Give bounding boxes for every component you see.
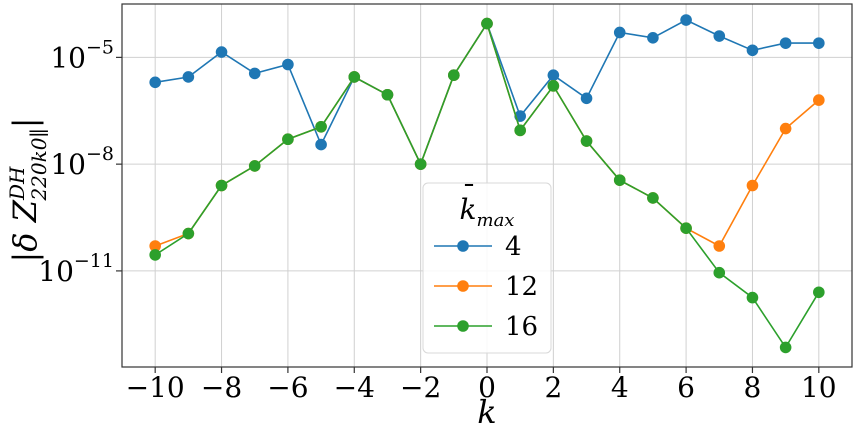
data-point-16 (481, 17, 493, 30)
x-tick-label: 0 (478, 371, 496, 404)
data-point-16 (680, 222, 692, 235)
data-point-4 (248, 67, 261, 80)
data-point-4 (680, 14, 692, 26)
legend-marker (457, 280, 469, 292)
data-point-4 (215, 46, 228, 58)
y-tick-label: 10−8 (50, 143, 114, 181)
legend-title-base: k (460, 193, 477, 226)
legend: kmax ¯ 4 12 16 (422, 179, 552, 354)
x-tick-label: 10 (801, 371, 837, 404)
x-tick-label: 6 (677, 371, 695, 404)
data-point-16 (514, 124, 526, 137)
data-point-12 (779, 122, 792, 135)
y-axis-label-sup: DH (5, 166, 29, 201)
data-point-4 (813, 37, 825, 49)
data-point-4 (315, 138, 327, 151)
data-point-4 (613, 26, 626, 39)
legend-label: 16 (505, 312, 538, 342)
x-tick-label: −4 (334, 371, 375, 404)
legend-title-bar: ¯ (462, 179, 476, 212)
y-tick-label-exponent: −5 (86, 36, 114, 58)
data-point-16 (713, 266, 726, 279)
data-point-12 (713, 240, 726, 252)
data-point-16 (813, 286, 825, 299)
x-tick-label: −2 (400, 371, 441, 404)
data-point-16 (248, 160, 261, 172)
y-tick-label-base: 10 (38, 255, 74, 288)
legend-entry-4: 4 (434, 232, 522, 262)
data-point-16 (414, 158, 427, 170)
data-point-16 (282, 133, 294, 146)
y-axis-label-base: |δ Z (6, 199, 44, 262)
data-point-12 (149, 240, 161, 252)
data-point-4 (149, 76, 161, 89)
x-axis-label: k (477, 393, 496, 431)
data-point-16 (613, 174, 626, 186)
data-point-16 (448, 69, 460, 81)
data-point-16 (215, 179, 228, 192)
legend-entry-16: 16 (434, 312, 538, 342)
y-tick-label: 10−5 (50, 36, 114, 74)
data-point-16 (381, 88, 394, 101)
data-point-12 (813, 94, 825, 106)
y-tick-label: 10−11 (38, 250, 114, 288)
data-point-16 (746, 291, 759, 304)
x-tick-label: −6 (267, 371, 308, 404)
data-point-4 (282, 58, 294, 71)
legend-entries: 4 12 16 (434, 232, 538, 342)
legend-label: 4 (505, 232, 522, 262)
data-point-12 (746, 179, 759, 192)
legend-marker (457, 320, 469, 332)
data-point-4 (746, 44, 759, 57)
x-tick-label: −10 (126, 371, 185, 404)
x-tick-label: −8 (201, 371, 242, 404)
data-point-4 (713, 30, 726, 42)
data-point-4 (779, 37, 792, 49)
data-point-4 (547, 69, 560, 81)
x-tick-label: 2 (544, 371, 562, 404)
data-point-16 (348, 71, 361, 83)
series-16 (149, 17, 825, 354)
data-point-16 (580, 135, 593, 147)
legend-entry-12: 12 (434, 272, 538, 302)
y-axis-label: |δ ZDH220k0∥| (5, 118, 51, 263)
data-point-16 (647, 192, 659, 204)
legend-box (422, 182, 552, 354)
y-tick-label-exponent: −8 (86, 143, 114, 165)
data-point-4 (647, 32, 659, 44)
y-axis-label-sub: 220k0∥ (27, 128, 51, 201)
data-point-16 (315, 120, 327, 133)
y-axis-label-end: | (6, 118, 44, 129)
y-tick-label-exponent: −11 (74, 250, 114, 272)
y-tick-label-base: 10 (50, 41, 86, 74)
data-point-4 (182, 71, 195, 83)
series-layer (149, 14, 825, 354)
legend-title: kmax (460, 193, 515, 231)
legend-title-sub: max (477, 210, 515, 231)
x-tick-label: 4 (611, 371, 629, 404)
legend-label: 12 (505, 272, 538, 302)
data-point-4 (580, 92, 593, 105)
data-point-16 (779, 341, 792, 354)
y-tick-label-base: 10 (50, 148, 86, 181)
data-point-16 (182, 227, 195, 240)
data-point-16 (547, 80, 560, 92)
data-point-16 (149, 249, 161, 261)
x-tick-label: 8 (744, 371, 762, 404)
legend-marker (457, 240, 469, 252)
